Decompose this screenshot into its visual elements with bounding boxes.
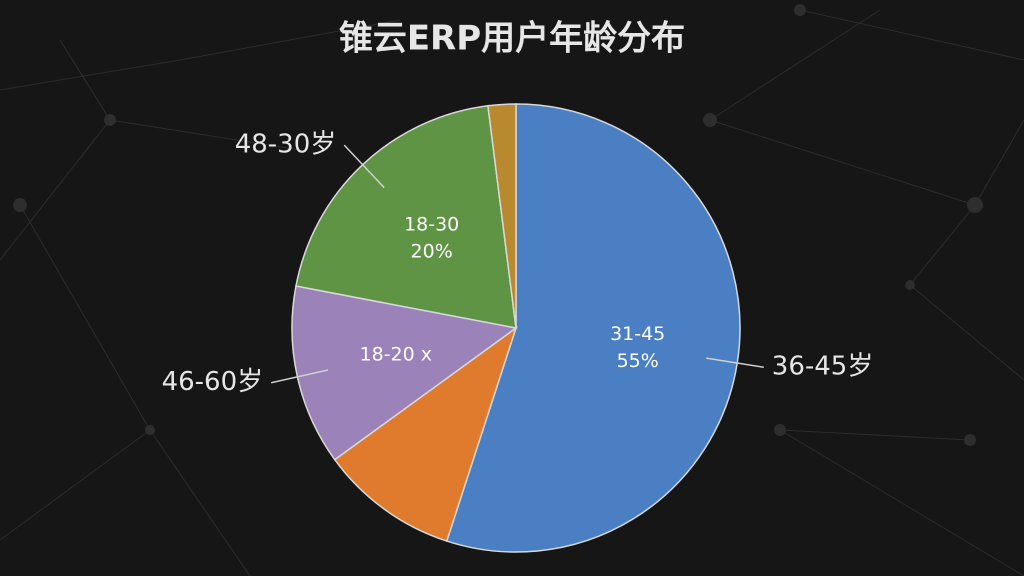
slice-value-label: 55% [617,350,659,372]
slice-label: 18-20 x [360,343,433,365]
background-network [0,4,1024,576]
slice-label: 31-45 [610,323,665,345]
slice-value-label: 20% [411,241,453,263]
leader-line [343,144,385,189]
pie-slice [333,326,518,542]
pie: 31-45 55% 36-45岁 18-20 x 46-60岁 18-30 20% 48-30… [162,103,874,553]
chart-title: 锥云ERP用户年龄分布 [339,19,685,59]
leader-line [706,357,764,368]
outer-label: 48-30岁 [235,130,337,160]
outer-label: 46-60岁 [162,367,264,397]
leader-line [270,369,329,384]
slice-label: 18-30 [404,214,459,236]
outer-label: 36-45岁 [772,352,874,382]
pie-slice [487,103,517,329]
